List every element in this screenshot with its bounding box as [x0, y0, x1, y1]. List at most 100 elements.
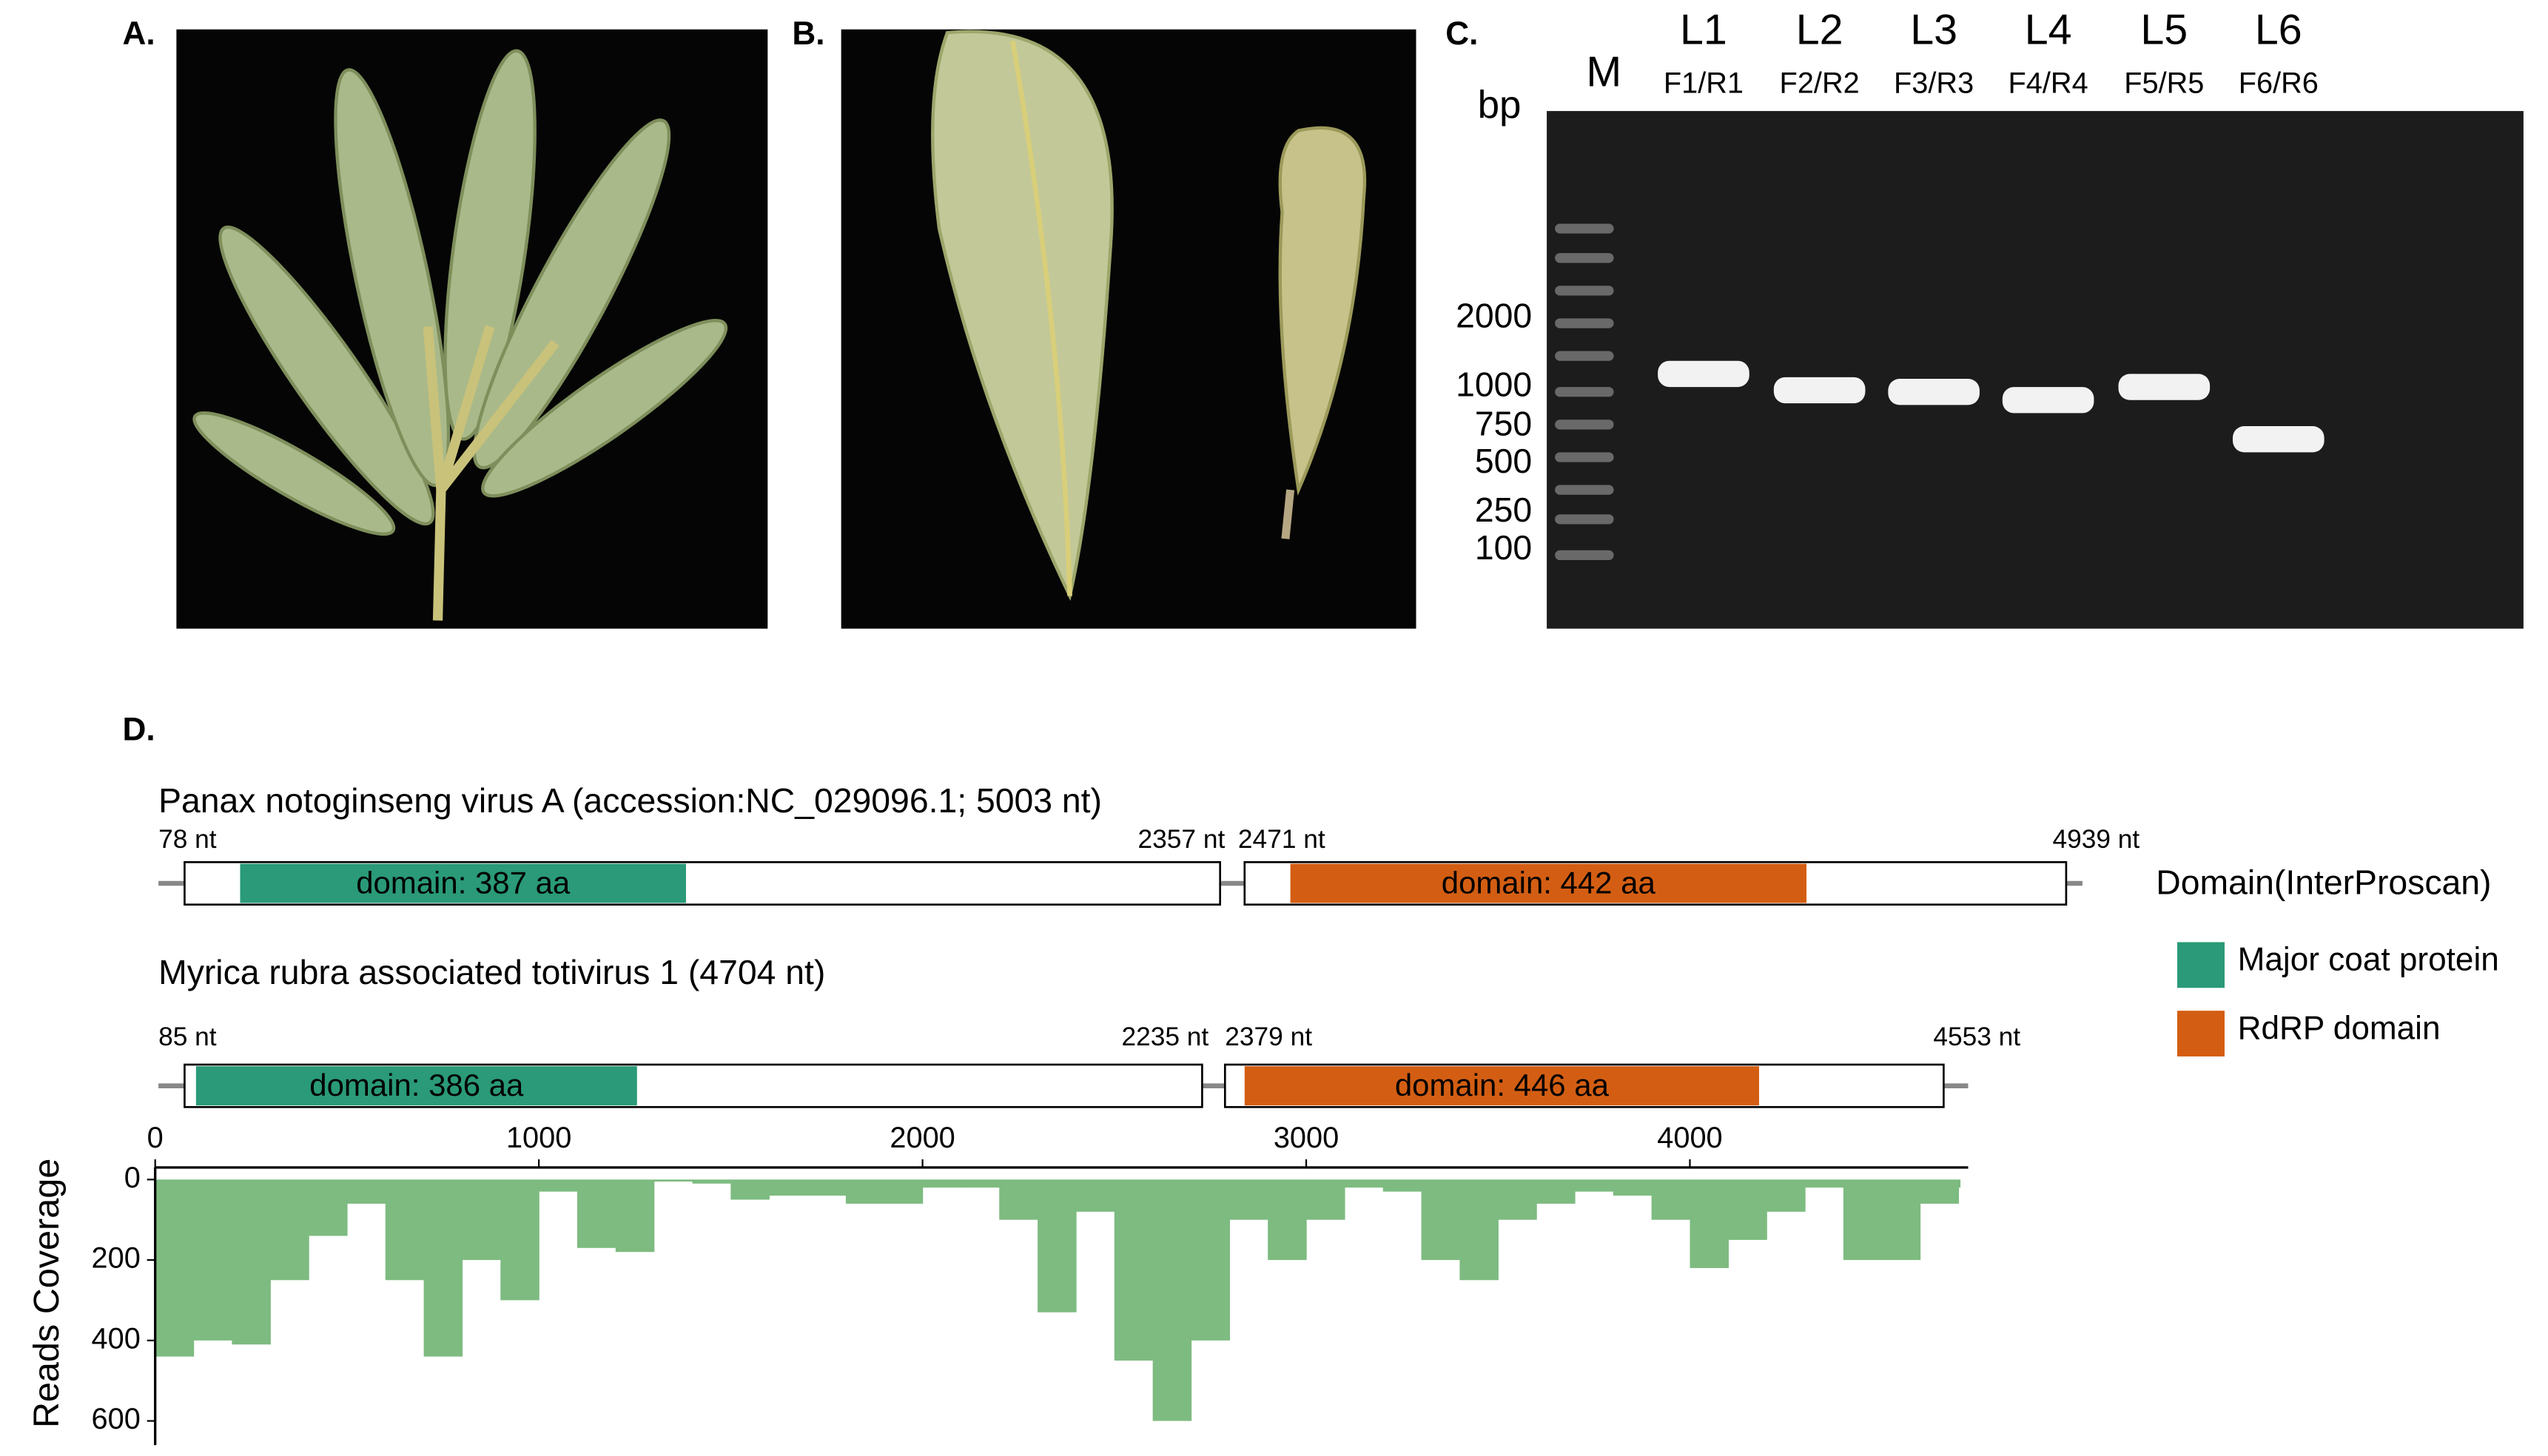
position-label: 2357 nt	[1138, 825, 1226, 854]
photo-b	[841, 29, 1416, 629]
ladder-label: 1000	[1456, 365, 1532, 403]
lane-name: L3	[1910, 6, 1957, 53]
y-tick-label: 400	[92, 1322, 141, 1355]
coverage-bar	[500, 1179, 539, 1301]
ladder-band	[1555, 452, 1614, 462]
coverage-bar	[692, 1179, 732, 1184]
coverage-bar	[1038, 1179, 1077, 1312]
gel-band	[1888, 379, 1980, 405]
lane-primers: F4/R4	[2009, 67, 2088, 99]
gel-unit: bp	[1478, 84, 1522, 127]
ladder-band	[1555, 550, 1614, 561]
coverage-bar	[1881, 1179, 1921, 1261]
coverage-bar	[1459, 1179, 1499, 1281]
coverage-bar	[653, 1179, 693, 1182]
coverage-bar	[1920, 1179, 1960, 1204]
x-tick-label: 3000	[1274, 1122, 1339, 1154]
position-label: 4939 nt	[2052, 825, 2139, 854]
position-label: 2471 nt	[1238, 825, 1325, 854]
coverage-bar	[1191, 1179, 1230, 1341]
domain-label: domain: 442 aa	[1442, 865, 1656, 900]
y-tick-label: 0	[124, 1162, 141, 1194]
coverage-bar	[1152, 1179, 1192, 1421]
coverage-bar	[155, 1179, 195, 1357]
coverage-bar	[1536, 1179, 1576, 1204]
ladder-label: 500	[1475, 442, 1532, 480]
panel-label: B.	[792, 16, 824, 52]
y-tick-label: 600	[92, 1403, 141, 1435]
gel-band	[1658, 360, 1749, 388]
lane-primers: F6/R6	[2239, 67, 2319, 99]
coverage-bar	[270, 1179, 309, 1281]
position-label: 4553 nt	[1933, 1022, 2020, 1051]
position-label: 78 nt	[158, 825, 217, 854]
lane-primers: F5/R5	[2124, 67, 2204, 99]
position-label: 2235 nt	[1121, 1022, 1209, 1051]
coverage-bar	[1767, 1179, 1806, 1212]
coverage-bar	[309, 1179, 348, 1236]
coverage-bar	[922, 1179, 962, 1188]
coverage-bar	[1843, 1179, 1883, 1261]
coverage-bar	[539, 1179, 578, 1192]
gel-band	[2118, 374, 2211, 400]
ladder-band	[1555, 351, 1614, 361]
legend-title: Domain(InterProscan)	[2156, 863, 2491, 901]
coverage-bar	[385, 1179, 425, 1281]
legend-label: Major coat protein	[2238, 942, 2499, 978]
legend-swatch	[2176, 1011, 2225, 1056]
coverage-bar	[232, 1179, 271, 1345]
coverage-bar	[884, 1179, 924, 1204]
ladder-band	[1555, 419, 1614, 430]
coverage-bar	[346, 1179, 386, 1204]
ladder-band	[1555, 286, 1614, 296]
photo-a	[176, 29, 768, 629]
ladder-band	[1555, 514, 1614, 525]
coverage-bar	[1613, 1179, 1653, 1196]
gel-band	[2002, 387, 2094, 414]
ladder-label: 2000	[1456, 297, 1532, 335]
x-tick-label: 0	[147, 1122, 164, 1154]
genome-title: Myrica rubra associated totivirus 1 (470…	[158, 953, 825, 991]
coverage-bar	[807, 1179, 847, 1196]
coverage-bar	[1344, 1179, 1384, 1188]
x-tick-label: 2000	[890, 1122, 955, 1154]
lane-name: L1	[1680, 6, 1727, 53]
coverage-bar	[1421, 1179, 1461, 1261]
coverage-bar	[1229, 1179, 1268, 1220]
coverage-bar	[1574, 1179, 1614, 1192]
coverage-bar	[1728, 1179, 1767, 1240]
gel-band	[2233, 426, 2325, 453]
coverage-bar	[423, 1179, 463, 1357]
position-label: 85 nt	[158, 1022, 217, 1051]
ladder-band	[1555, 253, 1614, 263]
ladder-label: 250	[1475, 491, 1532, 529]
lane-name: L2	[1796, 6, 1843, 53]
gel-band	[1773, 377, 1866, 404]
ladder-label: 100	[1475, 528, 1532, 567]
y-tick-label: 200	[92, 1242, 141, 1275]
coverage-bar	[845, 1179, 885, 1204]
x-tick-label: 1000	[506, 1122, 571, 1154]
ladder-band	[1555, 485, 1614, 495]
legend-label: RdRP domain	[2238, 1010, 2441, 1046]
coverage-bar	[1690, 1179, 1729, 1268]
coverage-bar	[730, 1179, 770, 1200]
lane-primers: F2/R2	[1780, 67, 1860, 99]
domain-box	[1244, 1066, 1759, 1106]
ladder-band	[1555, 387, 1614, 397]
genome-title: Panax notoginseng virus A (accession:NC_…	[158, 781, 1102, 820]
position-label: 2379 nt	[1225, 1022, 1312, 1051]
domain-label: domain: 386 aa	[309, 1068, 524, 1102]
domain-box	[195, 1066, 637, 1106]
coverage-bar	[1958, 1179, 1961, 1188]
lane-name: L6	[2255, 6, 2302, 53]
lane-primers: F3/R3	[1894, 67, 1974, 99]
legend-swatch	[2176, 942, 2225, 988]
coverage-bar	[1075, 1179, 1115, 1212]
coverage-bar	[961, 1179, 1000, 1188]
lane-primers: F1/R1	[1664, 67, 1744, 99]
coverage-bar	[1498, 1179, 1537, 1220]
panel-label: A.	[123, 16, 155, 52]
ladder-band	[1555, 318, 1614, 328]
